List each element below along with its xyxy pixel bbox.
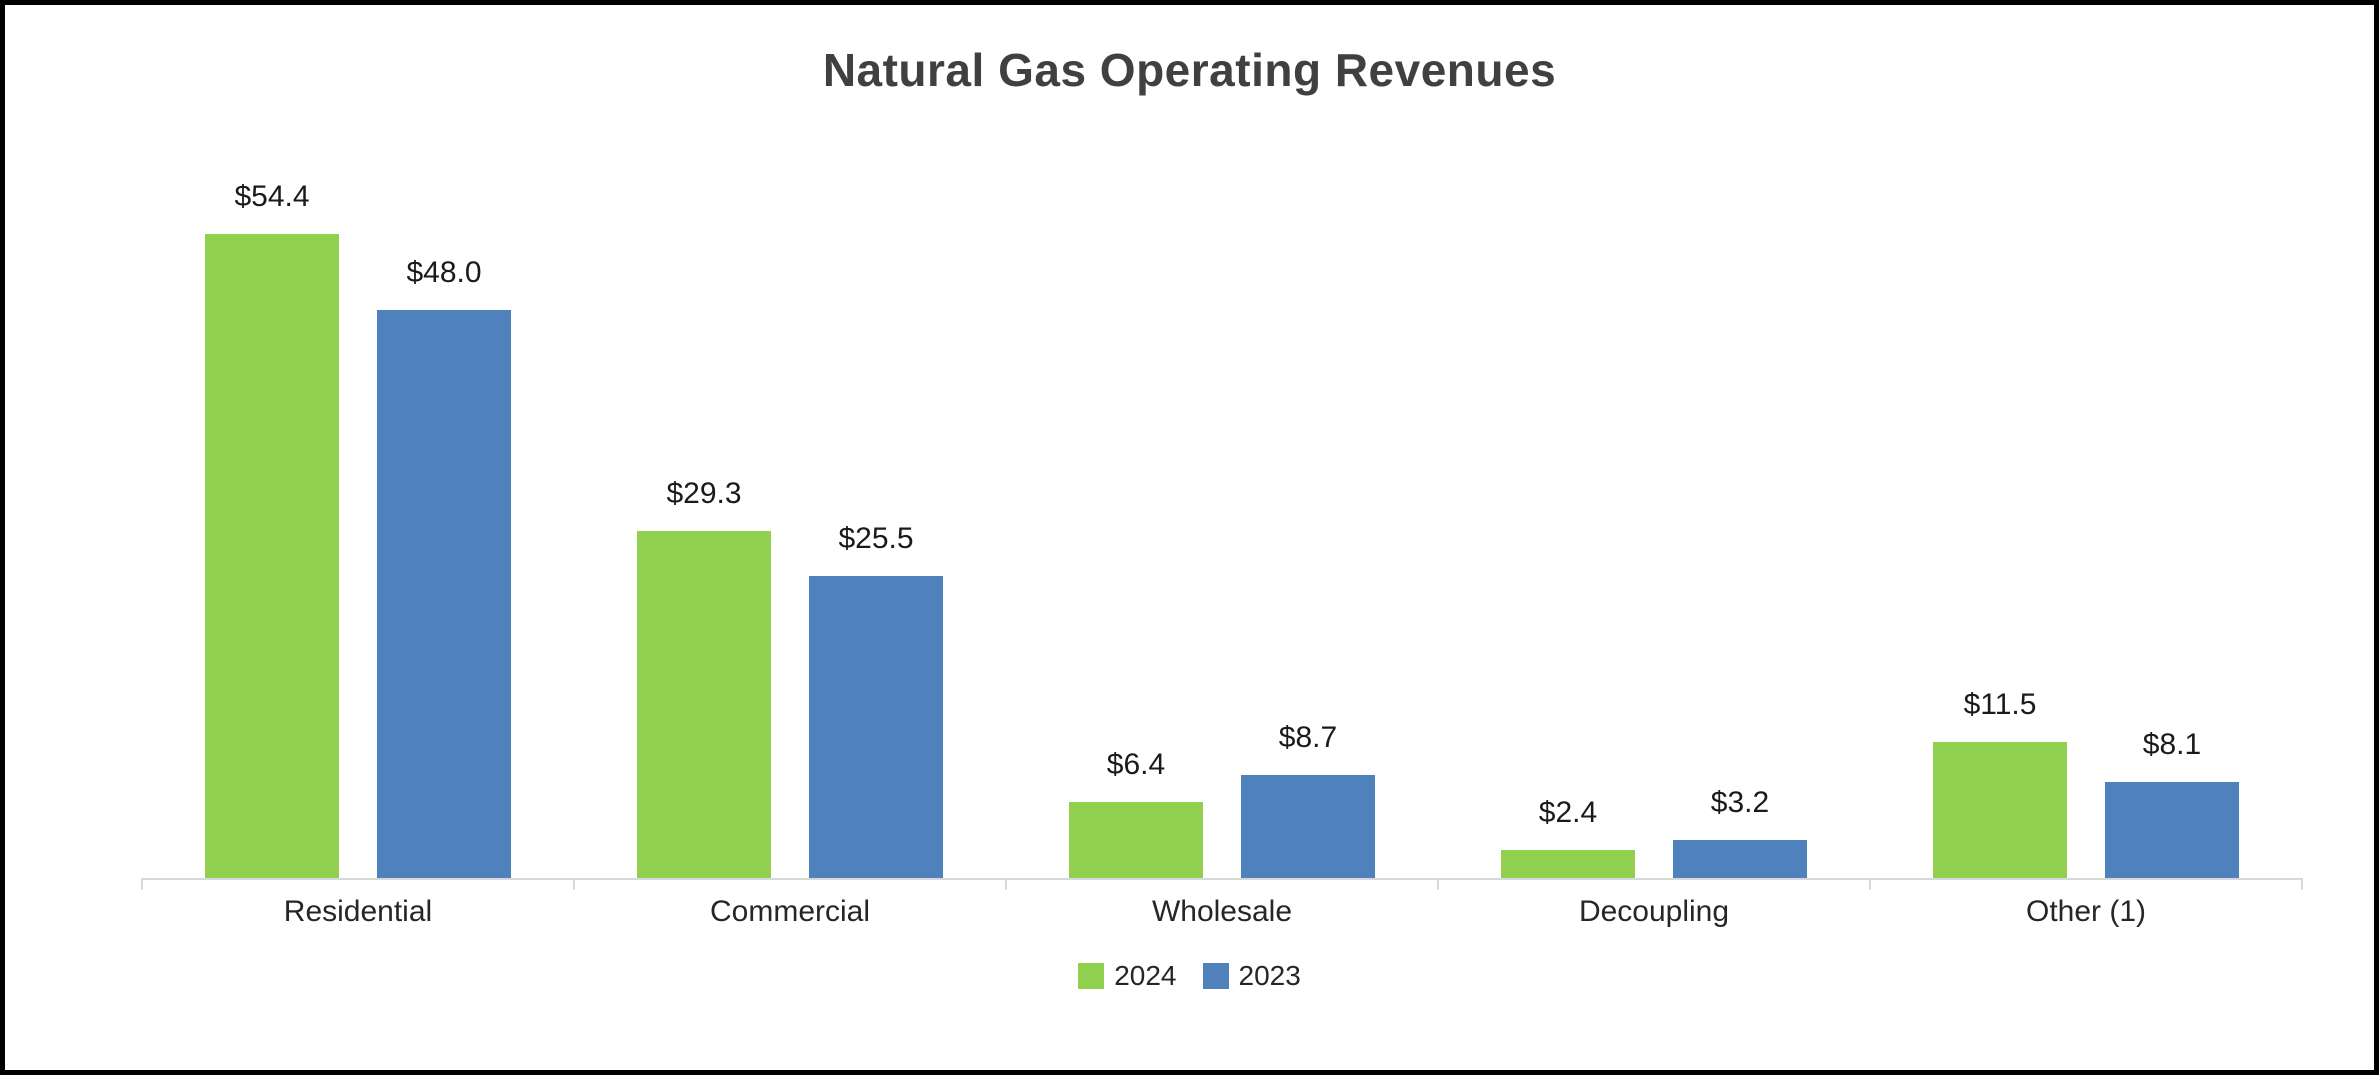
bar-2024-residential: [205, 234, 339, 878]
value-label: $25.5: [838, 522, 914, 555]
legend-swatch: [1202, 963, 1229, 989]
legend-label: 2024: [1114, 960, 1177, 991]
bar-2023-wholesale: [1241, 775, 1375, 878]
value-label: $8.1: [2142, 728, 2202, 761]
bar-2024-wholesale: [1069, 802, 1203, 878]
value-label: $29.3: [666, 477, 742, 510]
value-label: $11.5: [1963, 688, 2037, 721]
bar-2024-commercial: [637, 531, 771, 878]
legend-label: 2023: [1238, 960, 1301, 991]
x-axis-line: [142, 878, 2302, 880]
value-label: $48.0: [406, 256, 482, 289]
legend: 2024 2023: [5, 960, 2374, 992]
axis-tick: [1437, 878, 1439, 890]
axis-tick: [141, 878, 143, 890]
legend-swatch: [1078, 963, 1105, 989]
value-label: $3.2: [1710, 786, 1770, 819]
legend-item: 2023: [1202, 960, 1301, 992]
category-label: Decoupling: [1578, 895, 1730, 928]
axis-tick: [573, 878, 575, 890]
bar-2023-other-1-: [2105, 782, 2239, 878]
bar-2024-other-1-: [1933, 742, 2067, 878]
value-label: $2.4: [1538, 796, 1598, 829]
axis-tick: [2301, 878, 2303, 890]
category-label: Commercial: [709, 895, 871, 928]
legend-item: 2024: [1078, 960, 1177, 992]
axis-tick: [1005, 878, 1007, 890]
category-label: Wholesale: [1151, 895, 1293, 928]
value-label: $6.4: [1106, 748, 1166, 781]
axis-tick: [1869, 878, 1871, 890]
bar-2023-residential: [377, 310, 511, 878]
bar-2023-commercial: [809, 576, 943, 878]
bar-2024-decoupling: [1501, 850, 1635, 878]
chart-title: Natural Gas Operating Revenues: [822, 44, 1557, 96]
bar-2023-decoupling: [1673, 840, 1807, 878]
value-label: $54.4: [234, 180, 310, 213]
category-label: Residential: [283, 895, 433, 928]
value-label: $8.7: [1278, 721, 1338, 754]
category-label: Other (1): [2025, 895, 2147, 928]
